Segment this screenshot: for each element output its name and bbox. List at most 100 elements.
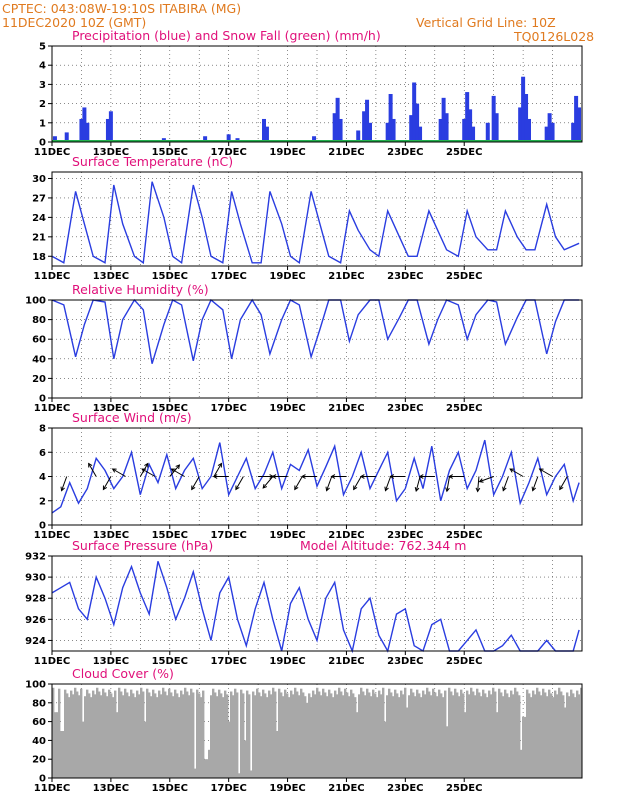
- cloud-bar: [252, 691, 255, 778]
- wind-arrow: [532, 476, 539, 491]
- cloud-bar: [128, 696, 131, 778]
- cloud-bar: [514, 687, 517, 778]
- wind-arrow-head: [389, 474, 395, 479]
- cloud-bar: [306, 702, 309, 778]
- cloud-bar: [222, 697, 225, 778]
- cloud-bar: [436, 696, 439, 778]
- cloud-bar: [290, 690, 293, 778]
- cloud-bar: [314, 694, 317, 778]
- cloud-bar: [218, 689, 221, 778]
- wind-arrow-head: [262, 483, 268, 489]
- cloud-bar: [522, 716, 525, 778]
- cloud-bar: [316, 687, 319, 778]
- cloud-bar: [142, 691, 145, 778]
- panel-title: Precipitation (blue) and Snow Fall (gree…: [72, 28, 381, 43]
- cloud-bar: [168, 688, 171, 778]
- cloud-bar: [500, 692, 503, 778]
- cloud-bar: [478, 692, 481, 778]
- y-tick-label: 80: [32, 315, 46, 326]
- cloud-bar: [126, 692, 129, 778]
- cloud-bar: [560, 691, 563, 778]
- cloud-bar: [78, 695, 81, 778]
- cloud-bar: [110, 693, 113, 778]
- wind-arrow-head: [353, 485, 358, 491]
- x-tick-label: 19DEC: [269, 271, 305, 282]
- precip-bar: [544, 126, 549, 142]
- x-tick-label: 19DEC: [269, 656, 305, 667]
- cloud-bar: [116, 712, 119, 778]
- cloud-bar: [264, 693, 267, 778]
- cloud-bar: [68, 697, 71, 778]
- cloud-bar: [176, 693, 179, 778]
- cloud-bar: [492, 687, 495, 778]
- x-tick-label: 25DEC: [446, 530, 482, 541]
- wind-arrow-head: [414, 486, 420, 492]
- cloud-bar: [152, 689, 155, 778]
- y-tick-label: 5: [39, 42, 46, 53]
- wind-arrow-head: [60, 486, 65, 492]
- cloud-bar: [580, 687, 583, 778]
- y-tick-label: 60: [32, 335, 46, 346]
- wind-arrow-head: [170, 468, 176, 473]
- wind-arrow: [191, 476, 200, 490]
- x-tick-label: 25DEC: [446, 147, 482, 158]
- cloud-bar: [338, 687, 341, 778]
- cloud-bar: [304, 696, 307, 778]
- cloud-bar: [276, 731, 279, 778]
- precip-bar: [105, 118, 110, 142]
- cloud-bar: [150, 696, 153, 778]
- cloud-bar: [138, 694, 141, 778]
- cloud-bar: [266, 697, 269, 778]
- cloud-bar: [270, 694, 273, 778]
- cloud-bar: [518, 695, 521, 778]
- y-tick-label: 18: [32, 252, 46, 263]
- x-tick-label: 19DEC: [269, 530, 305, 541]
- cloud-bar: [58, 688, 61, 778]
- cloud-bar: [536, 687, 539, 778]
- y-tick-label: 928: [25, 594, 46, 605]
- cloud-bar: [104, 692, 107, 778]
- cloud-bar: [282, 696, 285, 778]
- cloud-bar: [470, 687, 473, 778]
- cloud-bar: [370, 696, 373, 778]
- cloud-bar: [294, 687, 297, 778]
- cloud-bar: [274, 691, 277, 778]
- panel-frame: [51, 683, 583, 779]
- precip-bar: [409, 115, 414, 142]
- cloud-bar: [532, 690, 535, 778]
- cloud-bar: [570, 689, 573, 778]
- panel-annotation: Model Altitude: 762.344 m: [300, 538, 466, 553]
- cloud-bar: [356, 712, 359, 778]
- wind-arrow-head: [330, 474, 336, 479]
- x-tick-label: 23DEC: [387, 530, 423, 541]
- cloud-bar: [412, 692, 415, 778]
- cloud-bar: [368, 692, 371, 778]
- wind-arrow: [479, 476, 494, 483]
- x-tick-label: 21DEC: [328, 403, 364, 414]
- cloud-bar: [144, 721, 147, 778]
- wind-arrow-head: [111, 468, 117, 473]
- cloud-bar: [384, 721, 387, 778]
- x-tick-label: 15DEC: [152, 783, 188, 794]
- cloud-bar: [432, 688, 435, 778]
- cloud-bar: [406, 707, 409, 778]
- x-tick-label: 21DEC: [328, 147, 364, 158]
- cloud-bar: [254, 695, 257, 778]
- cloud-bar: [422, 690, 425, 778]
- cloud-bar: [354, 697, 357, 778]
- cloud-bar: [184, 687, 187, 778]
- precip-bar: [521, 76, 526, 142]
- x-tick-label: 21DEC: [328, 271, 364, 282]
- x-tick-label: 17DEC: [210, 271, 246, 282]
- cloud-bar: [418, 693, 421, 778]
- y-tick-label: 60: [32, 717, 46, 728]
- cloud-bar: [474, 695, 477, 778]
- cloud-bar: [574, 697, 577, 778]
- cloud-bar: [484, 693, 487, 778]
- cloud-bar: [544, 692, 547, 778]
- panel-4: 924 926 928 930 932 11DEC 13DEC 15DEC 17DEC 19DEC…: [25, 538, 583, 667]
- precip-bar: [444, 113, 449, 142]
- precip-bar: [438, 118, 443, 142]
- cloud-bar: [194, 768, 197, 778]
